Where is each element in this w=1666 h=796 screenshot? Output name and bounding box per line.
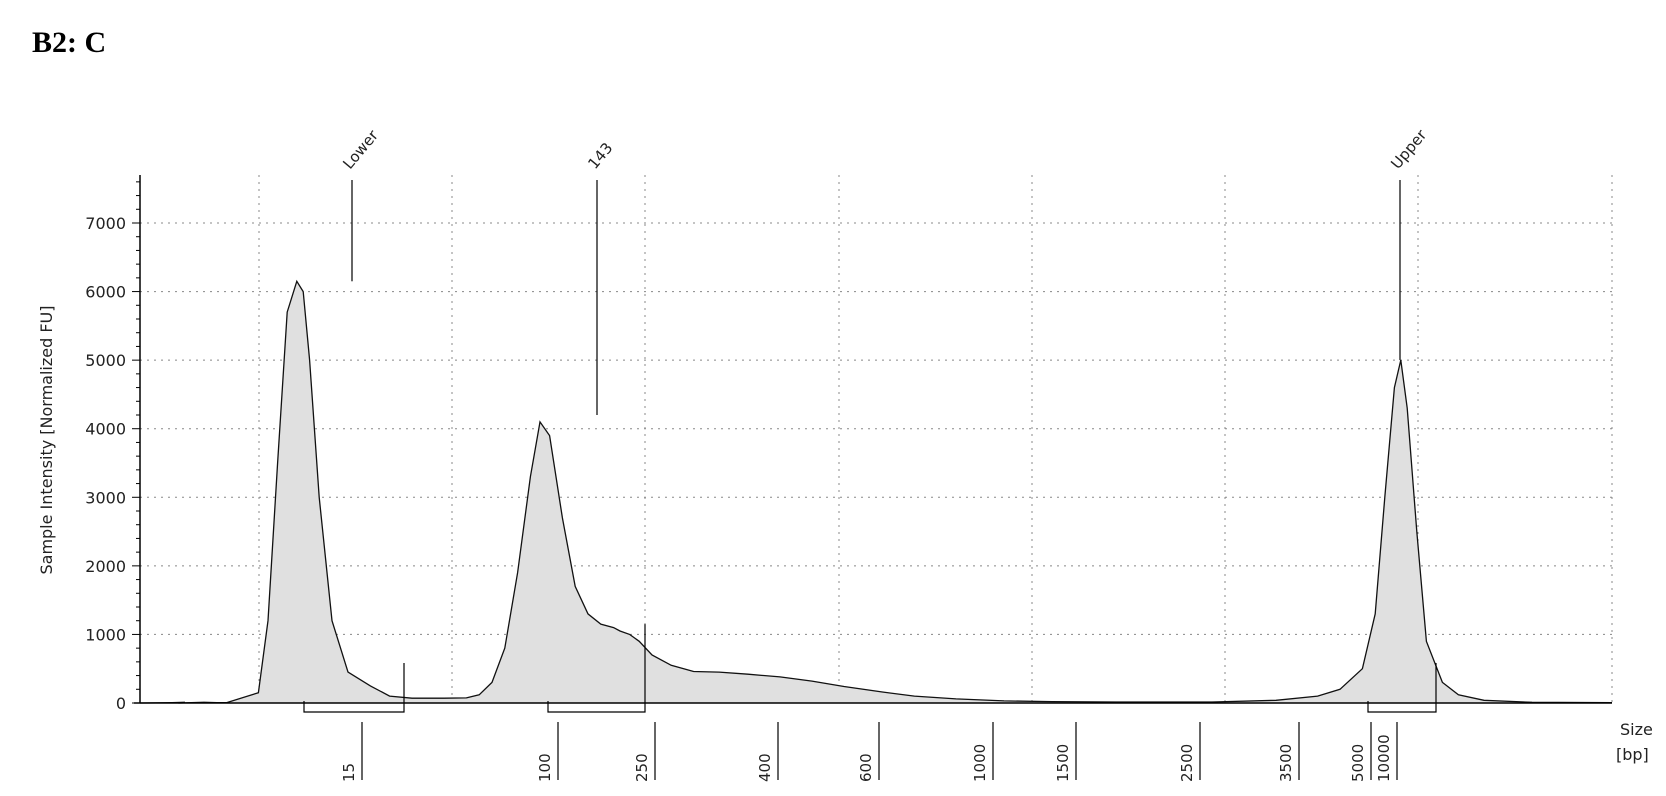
peak-label-0: Lower [339,126,382,173]
peak-label-2: Upper [1387,126,1431,173]
x-tick-label-2: 250 [633,753,651,782]
y-tick-label: 5000 [85,351,126,370]
axis-labels: Sample Intensity [Normalized FU] Size [bp] [37,305,1653,764]
x-tick-labels: 15 100 250 400 600 1000 1500 2500 3500 5000 10000 [340,722,1398,782]
x-tick-label-8: 3500 [1277,744,1295,782]
y-tick-label: 4000 [85,420,126,439]
x-tick-label-4: 600 [857,753,875,782]
y-tick-label: 3000 [85,488,126,507]
x-tick-label-1: 100 [536,753,554,782]
y-tick-label: 2000 [85,557,126,576]
x-axis-label: Size [1620,720,1653,739]
x-axis-unit: [bp] [1616,745,1649,764]
x-tick-label-7: 2500 [1178,744,1196,782]
x-tick-label-10: 10000 [1375,734,1393,782]
x-tick-label-5: 1000 [971,744,989,782]
region-brackets [303,624,1437,713]
trace-fill [140,281,1612,703]
y-tick-label: 0 [116,694,126,713]
region-bracket-1 [547,624,646,713]
peak-markers: Lower 143 Upper [339,126,1431,415]
axes: 0 1000 2000 3000 4000 5000 6000 7000 [85,175,1612,713]
x-tick-label-6: 1500 [1054,744,1072,782]
region-bracket-2 [1367,663,1437,713]
grid-lines [140,175,1613,703]
page-title: B2: C [32,26,107,59]
region-bracket-0 [303,663,405,713]
x-tick-label-3: 400 [756,753,774,782]
y-tick-label: 1000 [85,625,126,644]
x-tick-label-9: 5000 [1349,744,1367,782]
peak-label-1: 143 [584,139,616,173]
y-tick-label: 6000 [85,283,126,302]
trace-area [139,279,1613,704]
y-axis-label: Sample Intensity [Normalized FU] [37,305,56,574]
x-tick-label-0: 15 [340,763,358,782]
y-tick-label: 7000 [85,214,126,233]
trace-line [139,279,1613,704]
